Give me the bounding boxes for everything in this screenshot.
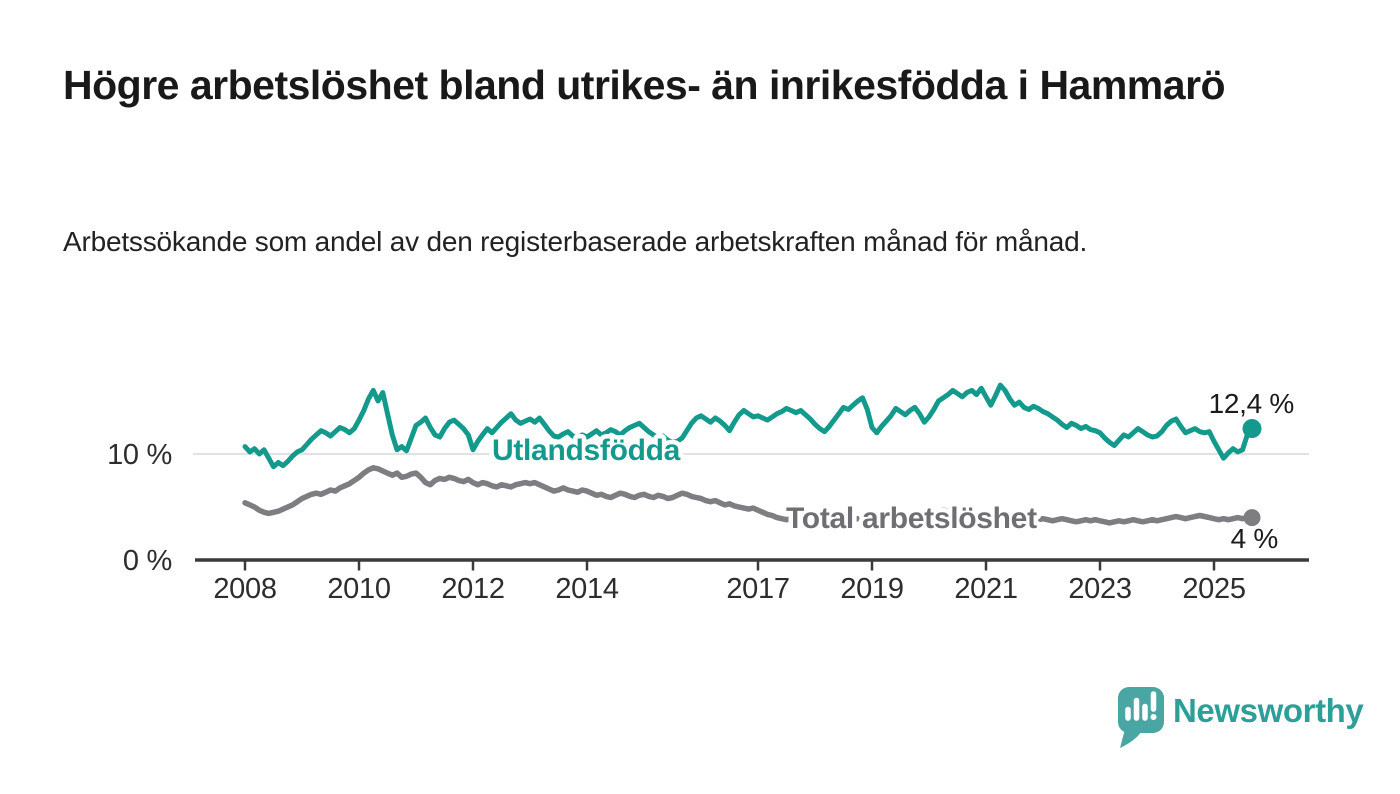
logo-bars-icon xyxy=(1125,691,1157,721)
y-axis-label: 10 % xyxy=(107,439,172,471)
series-label-utlandsfodda: Utlandsfödda xyxy=(492,434,681,467)
end-dot-total xyxy=(1243,509,1261,527)
chart-subtitle: Arbetssökande som andel av den registerb… xyxy=(63,226,1088,257)
x-tick-label: 2019 xyxy=(840,573,903,605)
page-title: Högre arbetslöshet bland utrikes- än inr… xyxy=(63,62,1226,108)
x-tick-label: 2010 xyxy=(327,573,390,605)
y-axis-label: 0 % xyxy=(123,545,172,577)
series-line-total xyxy=(242,465,1255,526)
end-value-label-total: 4 % xyxy=(1231,523,1278,554)
newsworthy-logo-icon xyxy=(1118,687,1164,748)
series-line-utlandsfodda xyxy=(242,382,1255,470)
newsworthy-logo: Newsworthy xyxy=(1116,685,1364,751)
x-tick-label: 2012 xyxy=(441,573,504,605)
newsworthy-logo-text: Newsworthy xyxy=(1173,692,1364,729)
x-tick-label: 2014 xyxy=(555,573,618,605)
x-tick-label: 2021 xyxy=(954,573,1017,605)
x-tick-label: 2023 xyxy=(1068,573,1131,605)
x-tick-label: 2008 xyxy=(213,573,276,605)
x-tick-label: 2017 xyxy=(726,573,789,605)
end-value-label-utlandsfodda: 12,4 % xyxy=(1209,388,1294,419)
x-tick-label: 2025 xyxy=(1182,573,1245,605)
series-label-total: Total arbetslöshet xyxy=(786,502,1037,535)
end-dot-utlandsfodda xyxy=(1242,419,1262,439)
